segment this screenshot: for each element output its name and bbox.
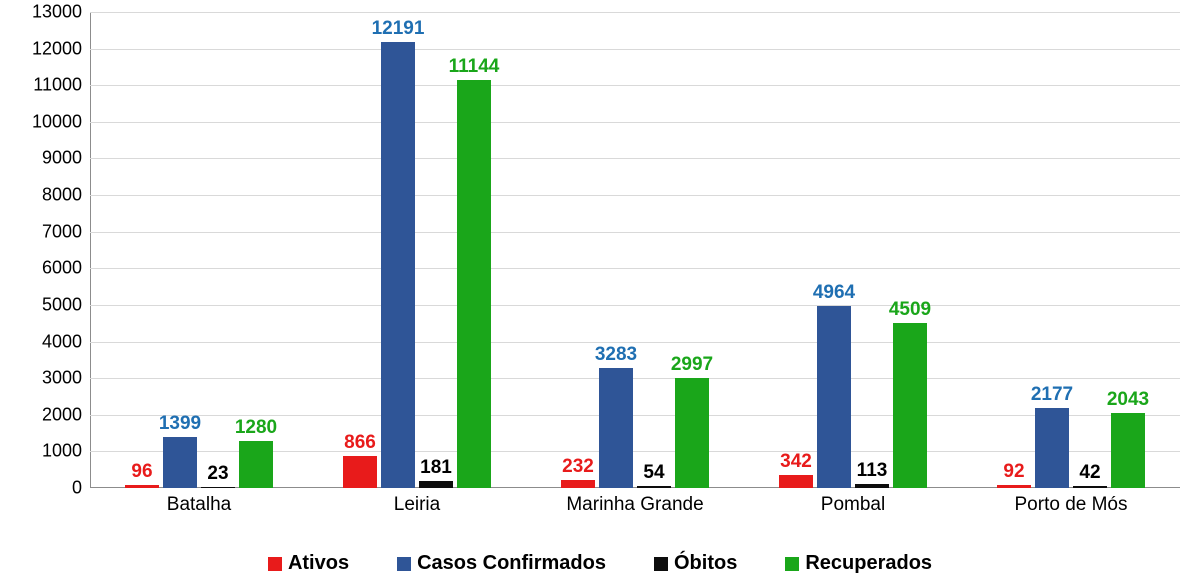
category-group: 961399231280Batalha [90, 12, 308, 488]
x-category-label: Leiria [308, 488, 526, 516]
bar-value-label: 2043 [1107, 389, 1149, 411]
y-tick-label: 11000 [33, 75, 90, 96]
bar-value-label: 11144 [449, 56, 500, 78]
bar-recuperados: 2043 [1111, 413, 1145, 488]
y-tick-label: 3000 [42, 368, 90, 389]
y-tick-label: 10000 [32, 111, 90, 132]
y-tick-label: 1000 [42, 441, 90, 462]
legend-item-ativos: Ativos [268, 552, 349, 575]
bar-value-label: 1280 [235, 417, 277, 439]
y-tick-label: 8000 [42, 185, 90, 206]
bars-row: 8661219118111144 [308, 12, 526, 488]
legend-label: Óbitos [674, 552, 737, 575]
bar-value-label: 866 [344, 432, 376, 454]
bar-value-label: 113 [857, 460, 888, 482]
category-group: 922177422043Porto de Mós [962, 12, 1180, 488]
bar-recuperados: 2997 [675, 378, 709, 488]
bar-value-label: 42 [1079, 462, 1100, 484]
y-tick-label: 6000 [42, 258, 90, 279]
bar-confirmados: 12191 [381, 42, 415, 488]
bar-value-label: 96 [131, 461, 152, 483]
bars-row: 96 1399 23 1280 [90, 12, 308, 488]
legend-swatch-icon [268, 557, 282, 571]
category-group: 2323283542997Marinha Grande [526, 12, 744, 488]
legend-swatch-icon [785, 557, 799, 571]
bars-row: 34249641134509 [744, 12, 962, 488]
bar-confirmados: 4964 [817, 306, 851, 488]
y-tick-label: 7000 [42, 221, 90, 242]
bar-value-label: 342 [780, 451, 812, 473]
bars-row: 92 2177 42 2043 [962, 12, 1180, 488]
legend-item-obitos: Óbitos [654, 552, 737, 575]
y-tick-label: 4000 [42, 331, 90, 352]
x-category-label: Porto de Mós [962, 488, 1180, 516]
legend-item-recuperados: Recuperados [785, 552, 932, 575]
legend: Ativos Casos Confirmados Óbitos Recuperados [0, 552, 1200, 575]
legend-swatch-icon [397, 557, 411, 571]
bar-value-label: 12191 [372, 18, 425, 40]
bar-value-label: 2997 [671, 354, 713, 376]
x-category-label: Pombal [744, 488, 962, 516]
bar-value-label: 54 [643, 462, 664, 484]
plot-area: 961399231280Batalha8661219118111144Leiri… [90, 12, 1180, 488]
y-tick-label: 12000 [32, 38, 90, 59]
category-group: 34249641134509Pombal [744, 12, 962, 488]
bar-value-label: 2177 [1031, 384, 1073, 406]
bar-value-label: 23 [207, 463, 228, 485]
y-tick-label: 0 [72, 478, 90, 499]
legend-label: Recuperados [805, 552, 932, 575]
bar-recuperados: 1280 [239, 441, 273, 488]
y-tick-label: 9000 [42, 148, 90, 169]
category-group: 8661219118111144Leiria [308, 12, 526, 488]
y-tick-label: 2000 [42, 404, 90, 425]
legend-swatch-icon [654, 557, 668, 571]
x-category-label: Batalha [90, 488, 308, 516]
bar-confirmados: 2177 [1035, 408, 1069, 488]
bar-value-label: 4964 [813, 282, 855, 304]
y-tick-label: 5000 [42, 294, 90, 315]
bar-recuperados: 4509 [893, 323, 927, 488]
bar-groups: 961399231280Batalha8661219118111144Leiri… [90, 12, 1180, 488]
bar-confirmados: 1399 [163, 437, 197, 488]
bar-confirmados: 3283 [599, 368, 633, 488]
bar-ativos: 232 [561, 480, 595, 488]
bar-ativos: 866 [343, 456, 377, 488]
bar-value-label: 4509 [889, 299, 931, 321]
legend-item-confirmados: Casos Confirmados [397, 552, 606, 575]
bar-ativos: 342 [779, 475, 813, 488]
bar-value-label: 3283 [595, 344, 637, 366]
legend-label: Ativos [288, 552, 349, 575]
bar-recuperados: 11144 [457, 80, 491, 488]
x-category-label: Marinha Grande [526, 488, 744, 516]
bar-value-label: 1399 [159, 413, 201, 435]
bars-row: 2323283542997 [526, 12, 744, 488]
bar-value-label: 181 [420, 457, 452, 479]
bar-obitos: 181 [419, 481, 453, 488]
bar-value-label: 232 [562, 456, 594, 478]
legend-label: Casos Confirmados [417, 552, 606, 575]
y-tick-label: 13000 [32, 2, 90, 23]
chart-container: 961399231280Batalha8661219118111144Leiri… [0, 0, 1200, 587]
bar-value-label: 92 [1003, 461, 1024, 483]
